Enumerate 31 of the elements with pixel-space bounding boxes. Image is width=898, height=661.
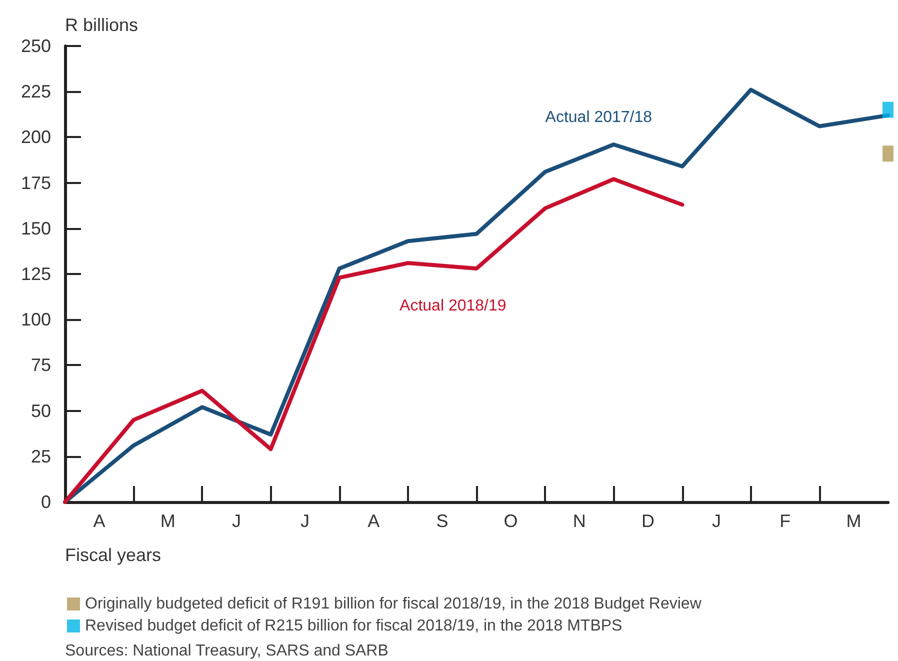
y-tick-label: 100 bbox=[20, 310, 51, 330]
x-tick-label: J bbox=[712, 511, 722, 531]
x-tick-label: M bbox=[846, 511, 862, 531]
series-label: Actual 2017/18 bbox=[545, 108, 652, 126]
y-tick-label: 200 bbox=[20, 127, 51, 148]
legend-label: Revised budget deficit of R215 billion for fiscal 2018/19, in the 2018 MTBPS bbox=[85, 618, 622, 634]
y-tick-label: 125 bbox=[20, 264, 51, 284]
y-tick-label: 175 bbox=[20, 172, 51, 193]
x-tick-label: F bbox=[780, 511, 791, 531]
y-tick-label: 250 bbox=[20, 36, 51, 56]
x-tick-label: S bbox=[436, 511, 448, 531]
source-note: Sources: National Treasury, SARS and SARB bbox=[65, 642, 388, 660]
y-tick-label: 75 bbox=[30, 355, 51, 376]
legend-label: Originally budgeted deficit of R191 billion for fiscal 2018/19, in the 2018 Budget Review bbox=[85, 596, 702, 612]
line-series bbox=[63, 177, 684, 504]
x-tick-label: A bbox=[368, 511, 380, 531]
x-tick-label: J bbox=[300, 511, 310, 531]
x-tick-label: J bbox=[232, 511, 241, 531]
x-axis-title: Fiscal years bbox=[65, 545, 162, 565]
y-tick-label: 50 bbox=[30, 400, 51, 421]
text: Actual 2018/19 bbox=[400, 298, 506, 315]
x-tick-label: O bbox=[504, 511, 518, 531]
y-axis-title: R billions bbox=[65, 15, 138, 35]
x-tick-label: M bbox=[160, 511, 176, 531]
y-tick-label: 25 bbox=[30, 446, 51, 466]
x-tick-label: A bbox=[93, 511, 106, 531]
x-tick-label: N bbox=[572, 511, 586, 531]
x-tick-label: D bbox=[641, 511, 654, 531]
y-tick-label: 0 bbox=[40, 492, 51, 512]
y-tick-label: 225 bbox=[20, 82, 51, 102]
y-tick-label: 150 bbox=[20, 218, 51, 238]
